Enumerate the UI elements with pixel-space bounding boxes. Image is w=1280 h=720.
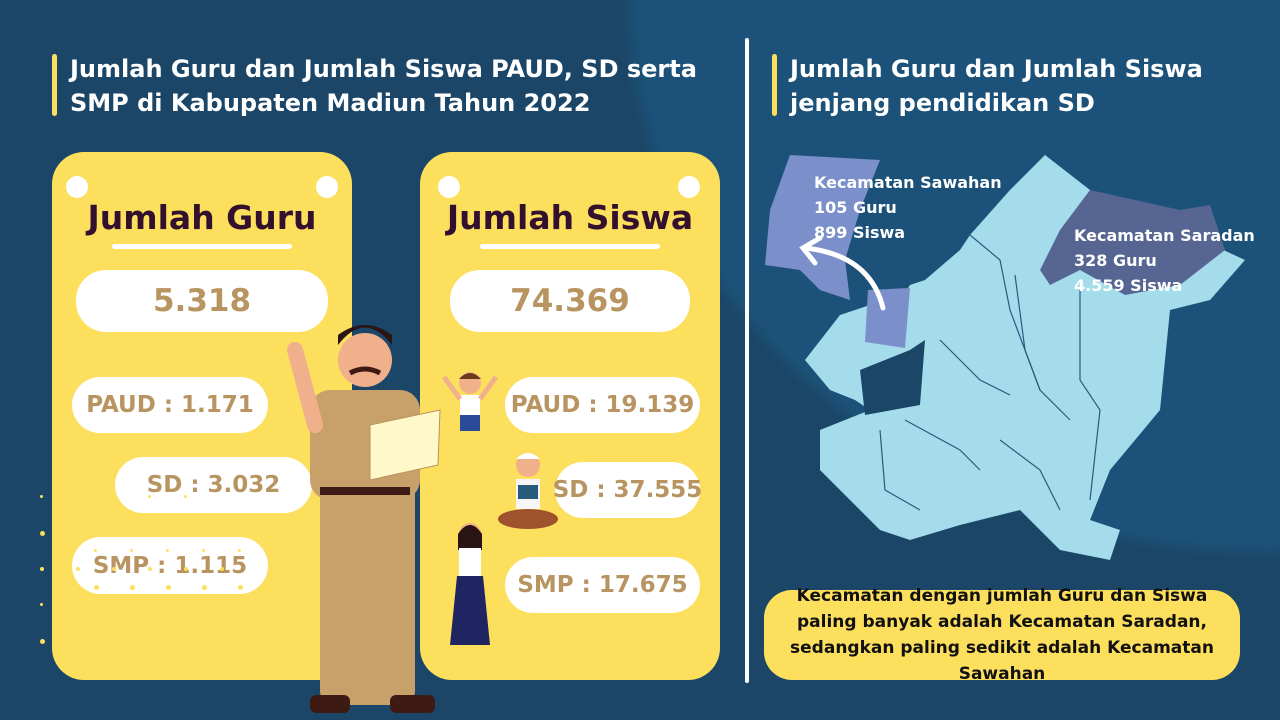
- dot: [58, 549, 61, 552]
- dot: [220, 639, 225, 644]
- student-girl-illustration: [450, 523, 490, 645]
- dot: [166, 549, 169, 552]
- dot: [76, 531, 81, 536]
- dot: [184, 639, 189, 644]
- dot: [76, 603, 79, 606]
- dot: [76, 495, 79, 498]
- siswa-paud: PAUD : 19.139: [505, 377, 700, 433]
- guru-total: 5.318: [76, 270, 328, 332]
- dot: [148, 531, 153, 536]
- card-hole: [678, 176, 700, 198]
- summary-note: Kecamatan dengan jumlah Guru dan Siswa p…: [764, 586, 1240, 684]
- dot: [112, 531, 117, 536]
- heading-underline: [480, 244, 660, 249]
- dot: [94, 513, 98, 517]
- divider: [745, 38, 749, 683]
- dot: [40, 495, 43, 498]
- dot: [238, 585, 243, 590]
- dot: [58, 621, 62, 625]
- dot: [40, 603, 43, 606]
- guru-paud: PAUD : 1.171: [72, 377, 268, 433]
- siswa-total: 74.369: [450, 270, 690, 332]
- dot: [184, 531, 189, 536]
- dot: [166, 585, 171, 590]
- dot: [130, 513, 134, 517]
- sawahan-name: Kecamatan Sawahan: [814, 173, 1002, 192]
- map-region-hole: [860, 340, 925, 415]
- left-title: Jumlah Guru dan Jumlah Siswa PAUD, SD se…: [52, 52, 712, 120]
- dot: [238, 549, 241, 552]
- dot: [58, 585, 63, 590]
- saradan-label: Kecamatan Saradan 328 Guru 4.559 Siswa: [1074, 223, 1255, 298]
- card-hole: [316, 176, 338, 198]
- dot: [202, 585, 207, 590]
- guru-smp: SMP : 1.115: [72, 537, 268, 594]
- guru-card: Jumlah Guru 5.318 PAUD : 1.171 SD : 3.03…: [52, 152, 352, 680]
- dot: [130, 585, 135, 590]
- dot: [40, 639, 45, 644]
- siswa-sd: SD : 37.555: [553, 462, 702, 518]
- dot: [76, 639, 81, 644]
- dot: [184, 603, 187, 606]
- dot: [112, 603, 115, 606]
- dot: [202, 621, 206, 625]
- dot: [220, 567, 224, 571]
- dot: [76, 567, 80, 571]
- dot: [94, 585, 99, 590]
- saradan-name: Kecamatan Saradan: [1074, 226, 1255, 245]
- siswa-smp: SMP : 17.675: [505, 557, 700, 613]
- dot: [184, 567, 188, 571]
- dot: [220, 603, 223, 606]
- dot: [238, 621, 242, 625]
- dot: [148, 639, 153, 644]
- dot: [112, 495, 115, 498]
- arrow-icon: [799, 235, 886, 311]
- student-boy-illustration: [441, 372, 499, 431]
- guru-heading: Jumlah Guru: [87, 198, 317, 237]
- siswa-heading: Jumlah Siswa: [446, 198, 694, 237]
- dot: [166, 621, 170, 625]
- map-region-saradan: [1040, 190, 1225, 295]
- dot: [130, 549, 133, 552]
- dot: [58, 513, 62, 517]
- card-hole: [438, 176, 460, 198]
- dot: [148, 495, 151, 498]
- dot: [40, 531, 45, 536]
- guru-sd: SD : 3.032: [115, 457, 312, 513]
- sawahan-guru: 105 Guru: [814, 198, 897, 217]
- student-reading-illustration: [498, 453, 558, 529]
- dot: [220, 531, 225, 536]
- saradan-siswa: 4.559 Siswa: [1074, 276, 1183, 295]
- dot: [94, 549, 97, 552]
- dot: [202, 513, 206, 517]
- saradan-guru: 328 Guru: [1074, 251, 1157, 270]
- district-borders: [879, 234, 1101, 511]
- dot: [148, 567, 152, 571]
- dot: [166, 513, 170, 517]
- sawahan-siswa: 899 Siswa: [814, 223, 906, 242]
- dot: [40, 567, 44, 571]
- teacher-illustration: [287, 325, 441, 713]
- dot: [202, 549, 205, 552]
- dot: [130, 621, 134, 625]
- map-region-sawahan: [765, 155, 910, 348]
- dot: [94, 621, 98, 625]
- dot: [112, 639, 117, 644]
- madiun-map: [765, 155, 1245, 560]
- dot: [184, 495, 187, 498]
- sawahan-label: Kecamatan Sawahan 105 Guru 899 Siswa: [814, 170, 1002, 245]
- dot: [148, 603, 151, 606]
- card-hole: [66, 176, 88, 198]
- heading-underline: [112, 244, 292, 249]
- dot: [112, 567, 116, 571]
- right-title: Jumlah Guru dan Jumlah Siswa jenjang pen…: [772, 52, 1232, 120]
